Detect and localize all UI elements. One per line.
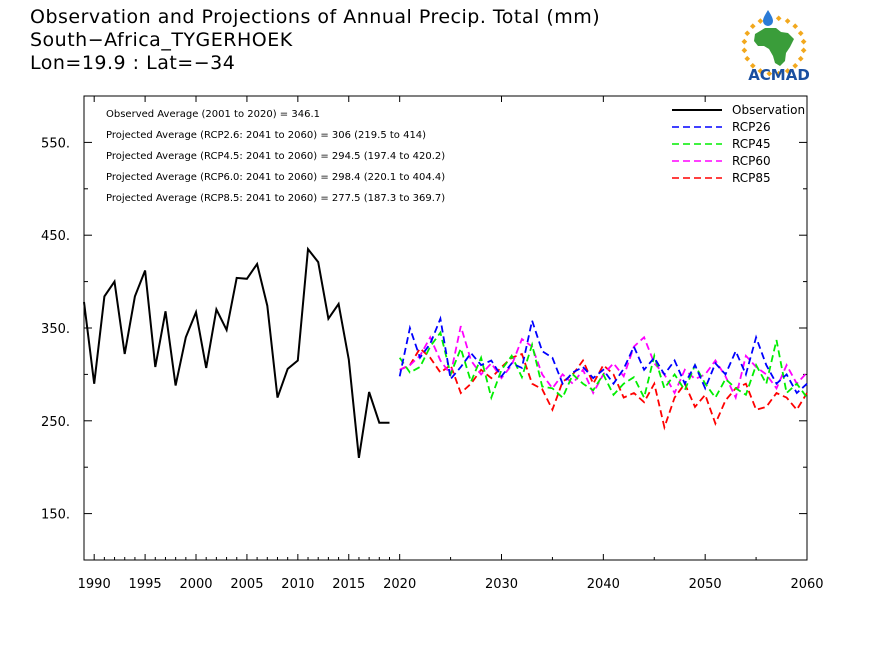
- africa-map-icon: [754, 28, 794, 66]
- x-tick-label: 2015: [332, 577, 365, 592]
- x-tick-label: 2000: [179, 577, 212, 592]
- x-tick-label: 1990: [78, 577, 111, 592]
- series-line-rcp26: [398, 315, 808, 395]
- x-tick-label: 2040: [587, 577, 620, 592]
- series-line-observation: [83, 246, 390, 459]
- x-tick-label: 1995: [129, 577, 162, 592]
- x-tick-label: 2060: [790, 577, 823, 592]
- x-tick-label: 2050: [689, 577, 722, 592]
- legend-label-observation: Observation: [732, 103, 805, 117]
- y-tick-label: 150.: [41, 508, 70, 523]
- y-tick-label: 350.: [41, 322, 70, 337]
- legend-label-rcp85: RCP85: [732, 171, 771, 185]
- acmad-logo-text: ACMAD: [748, 66, 810, 84]
- acmad-logo: ACMAD: [741, 10, 810, 84]
- chart-legend: Observation RCP26 RCP45 RCP60 RCP85: [672, 103, 805, 185]
- series-line-rcp45: [398, 330, 808, 401]
- water-drop-icon: [763, 10, 773, 26]
- stat-rcp60-average: Projected Average (RCP6.0: 2041 to 2060)…: [106, 172, 445, 183]
- y-tick-label: 450.: [41, 229, 70, 244]
- x-tick-label: 2020: [383, 577, 416, 592]
- stat-rcp26-average: Projected Average (RCP2.6: 2041 to 2060)…: [106, 130, 426, 141]
- x-tick-label: 2010: [281, 577, 314, 592]
- y-tick-label: 550.: [41, 136, 70, 151]
- x-tick-label: 2030: [485, 577, 518, 592]
- x-tick-label: 2005: [230, 577, 263, 592]
- chart-title: Observation and Projections of Annual Pr…: [30, 6, 601, 28]
- title-block: Observation and Projections of Annual Pr…: [30, 6, 600, 75]
- series-line-rcp60: [399, 325, 808, 401]
- legend-label-rcp26: RCP26: [732, 120, 771, 134]
- stat-rcp85-average: Projected Average (RCP8.5: 2041 to 2060)…: [106, 193, 445, 204]
- chart-axes: 1990 1995 2000 2005 2010 2015 2020 2030 2040 2050…: [41, 95, 824, 592]
- stat-rcp45-average: Projected Average (RCP4.5: 2041 to 2060)…: [106, 151, 445, 162]
- stat-observed-average: Observed Average (2001 to 2020) = 346.1: [106, 109, 320, 120]
- legend-label-rcp60: RCP60: [732, 154, 771, 168]
- y-tick-label: 250.: [41, 415, 70, 430]
- plot-frame: [83, 95, 808, 561]
- legend-label-rcp45: RCP45: [732, 137, 771, 151]
- station-name: South−Africa_TYGERHOEK: [30, 29, 293, 51]
- station-coordinates: Lon=19.9 : Lat=−34: [30, 52, 236, 74]
- stats-annotations: Observed Average (2001 to 2020) = 346.1 …: [106, 109, 445, 204]
- series-line-rcp85: [399, 346, 808, 431]
- chart-series: [83, 246, 808, 459]
